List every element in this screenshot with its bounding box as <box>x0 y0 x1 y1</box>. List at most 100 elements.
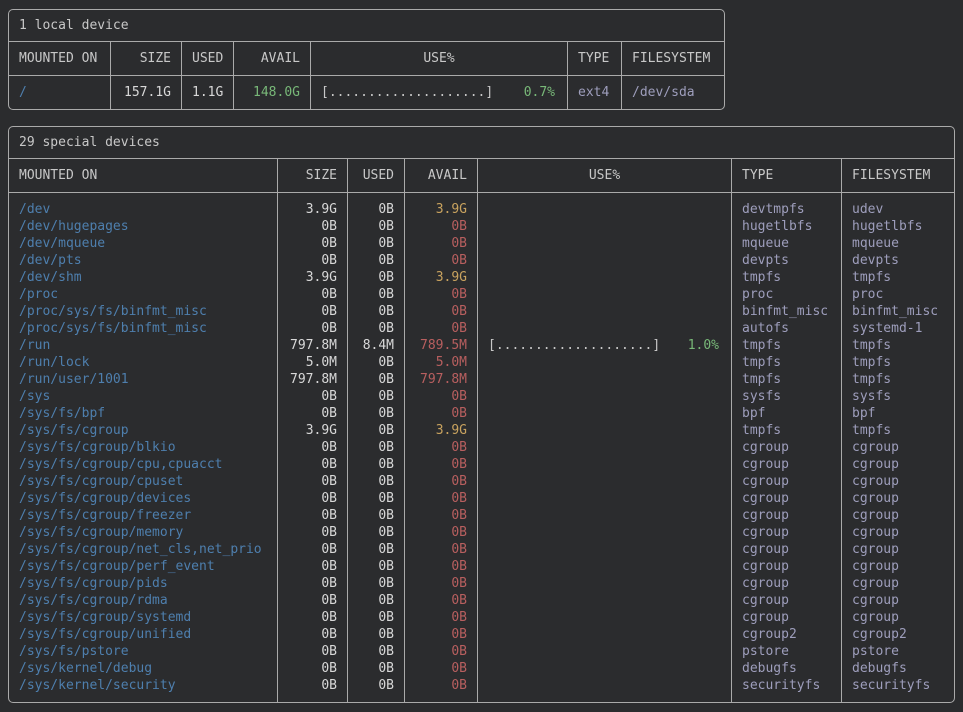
avail-cell: 0B <box>405 218 478 235</box>
avail-cell: 0B <box>405 541 478 558</box>
used-cell: 0B <box>348 558 405 575</box>
column-header-mounted-on: MOUNTED ON <box>9 42 111 76</box>
size-cell: 0B <box>278 592 348 609</box>
column-header-type: TYPE <box>568 42 622 76</box>
avail-cell: 5.0M <box>405 354 478 371</box>
type-cell: cgroup <box>732 558 842 575</box>
used-cell: 0B <box>348 235 405 252</box>
usage-cell <box>478 388 732 405</box>
used-cell: 0B <box>348 320 405 337</box>
filesystem-cell: cgroup <box>852 593 899 608</box>
avail-cell: 0B <box>405 609 478 626</box>
column-header-used: USED <box>348 159 405 193</box>
used-cell: 0B <box>348 388 405 405</box>
size-cell: 3.9G <box>278 422 348 439</box>
avail-cell: 0B <box>405 235 478 252</box>
mount-cell: /dev/shm <box>9 269 278 286</box>
filesystem-cell: cgroup2 <box>852 627 907 642</box>
usage-cell <box>478 473 732 490</box>
size-cell: 0B <box>278 388 348 405</box>
filesystem-cell: securityfs <box>852 678 931 693</box>
mount-cell: /sys/fs/cgroup/memory <box>9 524 278 541</box>
size-cell: 0B <box>278 405 348 422</box>
avail-cell: 0B <box>405 439 478 456</box>
mount-cell: /sys/fs/cgroup/perf_event <box>9 558 278 575</box>
used-cell: 0B <box>348 473 405 490</box>
type-cell: cgroup <box>732 609 842 626</box>
filesystem-cell: cgroup <box>852 542 899 557</box>
size-cell: 0B <box>278 558 348 575</box>
size-cell: 0B <box>278 524 348 541</box>
size-cell: 0B <box>278 575 348 592</box>
mount-cell: /run/user/1001 <box>9 371 278 388</box>
usage-cell <box>478 507 732 524</box>
usage-cell: [....................] 1.0% <box>478 337 732 354</box>
size-cell: 0B <box>278 456 348 473</box>
avail-cell: 3.9G <box>405 193 478 218</box>
size-cell: 5.0M <box>278 354 348 371</box>
avail-cell: 0B <box>405 507 478 524</box>
usage-cell <box>478 456 732 473</box>
used-cell: 0B <box>348 541 405 558</box>
column-header-use-percent: USE% <box>478 159 732 193</box>
type-cell: hugetlbfs <box>732 218 842 235</box>
usage-cell <box>478 643 732 660</box>
size-cell: 0B <box>278 541 348 558</box>
mount-cell: /sys/kernel/security <box>9 677 278 702</box>
usage-cell <box>478 558 732 575</box>
type-cell: tmpfs <box>732 269 842 286</box>
type-cell: cgroup <box>732 541 842 558</box>
filesystem-cell: binfmt_misc <box>852 304 939 319</box>
column-header-size: SIZE <box>278 159 348 193</box>
local-devices-grid: MOUNTED ON SIZE USED AVAIL USE% TYPE FILESYSTE… <box>9 42 724 109</box>
filesystem-cell: cgroup <box>852 576 899 591</box>
used-cell: 0B <box>348 643 405 660</box>
avail-cell: 0B <box>405 524 478 541</box>
mount-cell: /sys/fs/pstore <box>9 643 278 660</box>
used-cell: 0B <box>348 193 405 218</box>
used-cell: 0B <box>348 286 405 303</box>
type-cell: cgroup <box>732 524 842 541</box>
filesystem-cell: tmpfs <box>852 355 892 370</box>
filesystem-cell: devpts <box>852 253 899 268</box>
table-title: 29 special devices <box>9 127 954 159</box>
usage-cell <box>478 575 732 592</box>
mount-cell: /dev <box>9 193 278 218</box>
filesystem-cell: cgroup <box>852 491 899 506</box>
used-cell: 0B <box>348 354 405 371</box>
filesystem-cell: sysfs <box>852 389 892 404</box>
mount-cell: /sys/fs/cgroup/cpuset <box>9 473 278 490</box>
type-cell: autofs <box>732 320 842 337</box>
type-cell: ext4 <box>568 76 622 109</box>
used-cell: 0B <box>348 218 405 235</box>
usage-cell <box>478 609 732 626</box>
filesystem-cell: cgroup <box>852 457 899 472</box>
usage-percent: 0.7% <box>523 85 555 100</box>
used-cell: 1.1G <box>182 76 234 109</box>
usage-cell: [....................] 0.7% <box>311 76 568 109</box>
used-cell: 0B <box>348 660 405 677</box>
size-cell: 0B <box>278 235 348 252</box>
mount-cell: /dev/hugepages <box>9 218 278 235</box>
usage-cell <box>478 490 732 507</box>
filesystem-cell: cgroup <box>852 440 899 455</box>
used-cell: 0B <box>348 371 405 388</box>
size-cell: 0B <box>278 609 348 626</box>
usage-cell <box>478 320 732 337</box>
size-cell: 0B <box>278 626 348 643</box>
used-cell: 0B <box>348 575 405 592</box>
size-cell: 0B <box>278 643 348 660</box>
avail-cell: 0B <box>405 405 478 422</box>
usage-cell <box>478 286 732 303</box>
usage-percent: 1.0% <box>687 338 719 353</box>
usage-cell <box>478 422 732 439</box>
column-header-used: USED <box>182 42 234 76</box>
type-cell: cgroup <box>732 575 842 592</box>
type-cell: devtmpfs <box>732 193 842 218</box>
avail-cell: 0B <box>405 626 478 643</box>
usage-cell <box>478 626 732 643</box>
mount-cell: /run/lock <box>9 354 278 371</box>
usage-cell <box>478 371 732 388</box>
type-cell: cgroup <box>732 439 842 456</box>
